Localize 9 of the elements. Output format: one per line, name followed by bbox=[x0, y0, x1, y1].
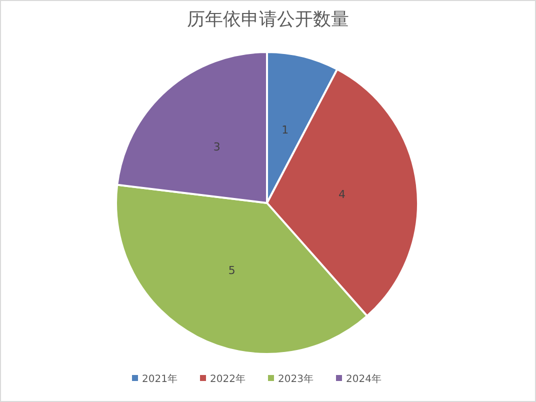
data-label: 3 bbox=[213, 140, 220, 154]
chart-title: 历年依申请公开数量 bbox=[187, 9, 349, 30]
legend-label: 2021年 bbox=[142, 373, 178, 385]
legend-label: 2023年 bbox=[278, 373, 314, 385]
data-label: 5 bbox=[228, 264, 236, 277]
data-label: 1 bbox=[282, 124, 289, 137]
data-label: 4 bbox=[338, 188, 346, 201]
legend-label: 2022年 bbox=[210, 373, 246, 385]
legend-label: 2024年 bbox=[346, 373, 382, 385]
